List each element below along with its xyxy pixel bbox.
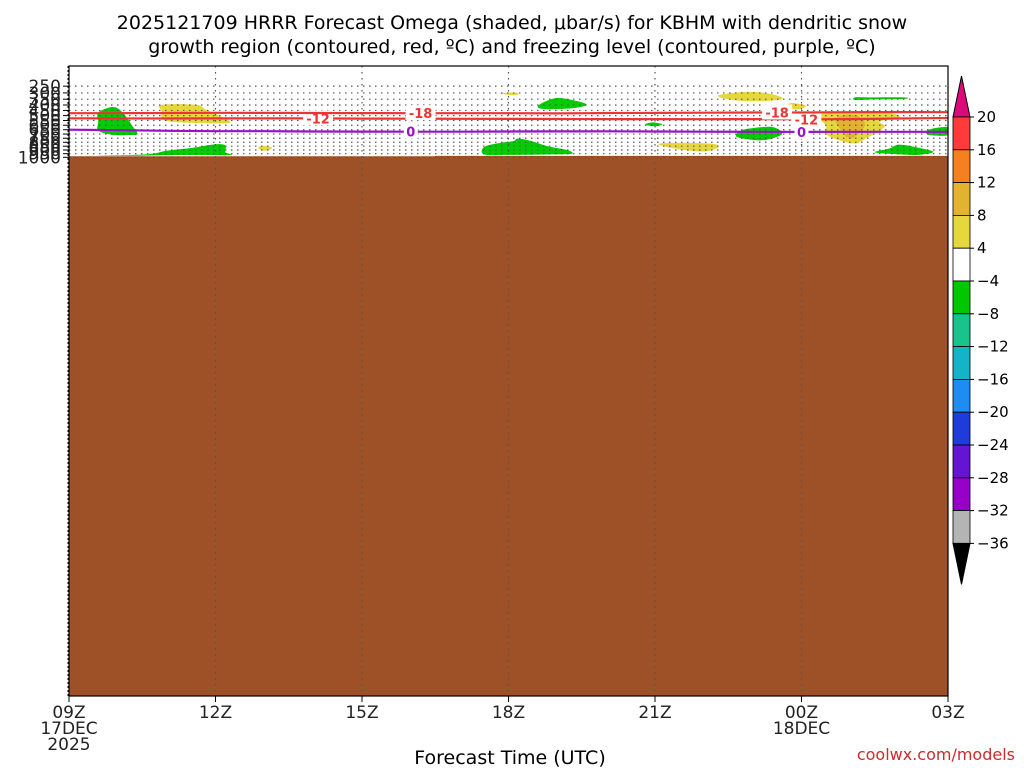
colorbar-arrow-bottom	[952, 542, 971, 585]
x-tick-label-24-1: 00Z	[785, 703, 818, 723]
colorbar-band-2	[952, 149, 971, 184]
omega-region-upward-10	[717, 91, 783, 102]
y-tick-label-800: 800	[29, 133, 61, 153]
chart-title-line-2: growth region (contoured, red, ºC) and f…	[148, 36, 875, 58]
colorbar-label-14: −36	[977, 534, 1009, 552]
x-tick-label-18-1: 18Z	[492, 703, 525, 723]
colorbar-label-4: 8	[977, 206, 987, 224]
colorbar-label-6: −4	[977, 272, 999, 290]
colorbar-band-11	[952, 444, 971, 479]
colorbar-band-12	[952, 477, 971, 511]
omega-region-upward-4	[258, 145, 273, 151]
ground-surface	[69, 155, 948, 696]
omega-region-downward-13	[853, 97, 909, 101]
colorbar-band-4	[952, 214, 971, 249]
x-tick-label-12-1: 12Z	[199, 703, 232, 723]
colorbar-band-6	[952, 280, 971, 315]
x-tick-label-27-1: 03Z	[931, 703, 964, 723]
colorbar-band-7	[952, 313, 971, 347]
y-tick-label-550: 550	[29, 112, 61, 132]
y-tick-label-950: 950	[29, 145, 61, 165]
x-tick-label-21-1: 21Z	[638, 703, 671, 723]
colorbar-band-10	[952, 411, 971, 446]
contour-label-freezing-level-2: 0	[797, 126, 806, 141]
contour--18c-isotherm	[69, 110, 948, 115]
colorbar-label-5: 4	[977, 239, 987, 257]
x-tick-label-24-2: 18DEC	[773, 719, 830, 739]
colorbar-label-11: −24	[977, 436, 1009, 454]
contour-freezing-level	[69, 128, 948, 133]
y-tick-label-450: 450	[29, 101, 61, 121]
contour-label-bg-freezing-level-2	[794, 123, 809, 139]
y-tick-label-700: 700	[29, 125, 61, 145]
colorbar-label-3: 12	[977, 174, 996, 192]
contour-label-bg--18c-isotherm-2	[762, 104, 793, 120]
colorbar-label-10: −20	[977, 403, 1009, 421]
credit-link[interactable]: coolwx.com/models	[857, 745, 1015, 764]
y-tick-label-350: 350	[29, 90, 61, 110]
colorbar: 20 16 12 8 4 −4 −8 −12 −16 −20 −24 −28 −32 −36	[952, 75, 1009, 585]
colorbar-arrow-top	[952, 75, 971, 118]
x-tick-label-9-2: 17DEC	[40, 719, 97, 739]
x-tick-label-9-3: 2025	[47, 735, 90, 755]
contour-label-bg-freezing-level-1	[403, 123, 418, 139]
x-tick-label-15-1: 15Z	[345, 703, 378, 723]
y-tick-label-250: 250	[29, 77, 61, 97]
colorbar-label-9: −16	[977, 370, 1009, 388]
contour-label--18c-isotherm-2: -18	[765, 106, 789, 121]
omega-region-downward-3	[92, 144, 233, 156]
y-tick-label-500: 500	[29, 107, 61, 127]
contour-label-freezing-level-1: 0	[406, 126, 415, 141]
contour-label--12c-isotherm-1: -12	[306, 112, 330, 127]
y-tick-label-750: 750	[29, 129, 61, 149]
y-tick-label-900: 900	[29, 141, 61, 161]
contour-label--12c-isotherm-2: -12	[795, 113, 819, 128]
colorbar-band-1	[952, 116, 971, 151]
y-tick-label-300: 300	[29, 84, 61, 104]
colorbar-label-8: −12	[977, 338, 1009, 356]
contour-label-bg--18c-isotherm-1	[405, 105, 436, 121]
omega-region-downward-6	[537, 97, 587, 110]
contour-label-bg--12c-isotherm-2	[791, 111, 822, 127]
colorbar-label-1: 20	[977, 108, 996, 126]
omega-region-upward-9	[658, 142, 719, 152]
colorbar-label-12: −28	[977, 469, 1009, 487]
plot-inner: 0 0-12 -12-18 -18	[69, 66, 948, 696]
colorbar-band-3	[952, 182, 971, 216]
chart-title-line-1: 2025121709 HRRR Forecast Omega (shaded, …	[117, 12, 907, 34]
y-tick-label-600: 600	[29, 116, 61, 136]
omega-region-downward-7	[481, 138, 573, 156]
x-axis-label: Forecast Time (UTC)	[414, 747, 605, 768]
colorbar-band-5	[952, 247, 971, 282]
y-tick-label-400: 400	[29, 96, 61, 116]
colorbar-label-7: −8	[977, 305, 999, 323]
colorbar-band-13	[952, 510, 971, 544]
y-tick-label-650: 650	[29, 121, 61, 141]
y-tick-label-850: 850	[29, 137, 61, 157]
colorbar-band-8	[952, 346, 971, 380]
colorbar-band-9	[952, 378, 971, 413]
colorbar-label-13: −32	[977, 502, 1009, 520]
y-tick-label-1000: 1000	[18, 148, 61, 168]
x-tick-label-9-1: 09Z	[52, 703, 85, 723]
omega-region-downward-8	[645, 122, 663, 127]
colorbar-label-2: 16	[977, 141, 996, 159]
contour-label--18c-isotherm-1: -18	[409, 107, 433, 122]
contour-label-bg--12c-isotherm-1	[303, 110, 334, 126]
axes: 2503003504004505005506006507007508008509…	[18, 65, 965, 755]
plot-area: 0 0-12 -12-18 -18	[69, 66, 948, 696]
